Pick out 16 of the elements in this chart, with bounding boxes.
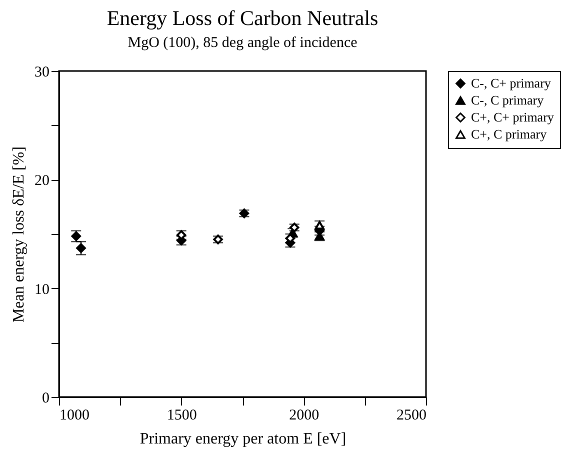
y-tick-label: 0	[42, 390, 50, 406]
y-tick-label: 20	[34, 173, 50, 190]
y-tick-label: 30	[34, 64, 50, 80]
x-tick-label: 1500	[166, 408, 197, 424]
y-axis-title: Mean energy loss δE/E [%]	[10, 146, 28, 323]
legend-label: C-, C+ primary	[471, 76, 552, 90]
legend-label: C+, C+ primary	[471, 110, 554, 124]
x-tick-label: 2000	[289, 408, 320, 424]
y-tick-label: 10	[34, 282, 50, 298]
x-axis-title: Primary energy per atom E [eV]	[140, 430, 346, 448]
legend-label: C+, C primary	[471, 126, 548, 142]
x-tick-label: 2500	[396, 408, 426, 424]
x-tick-label: 1000	[60, 408, 90, 424]
chart-subtitle: MgO (100), 85 deg angle of incidence	[128, 35, 358, 51]
legend-label: C-, C primary	[471, 92, 544, 108]
chart-title: Energy Loss of Carbon Neutrals	[106, 6, 378, 30]
